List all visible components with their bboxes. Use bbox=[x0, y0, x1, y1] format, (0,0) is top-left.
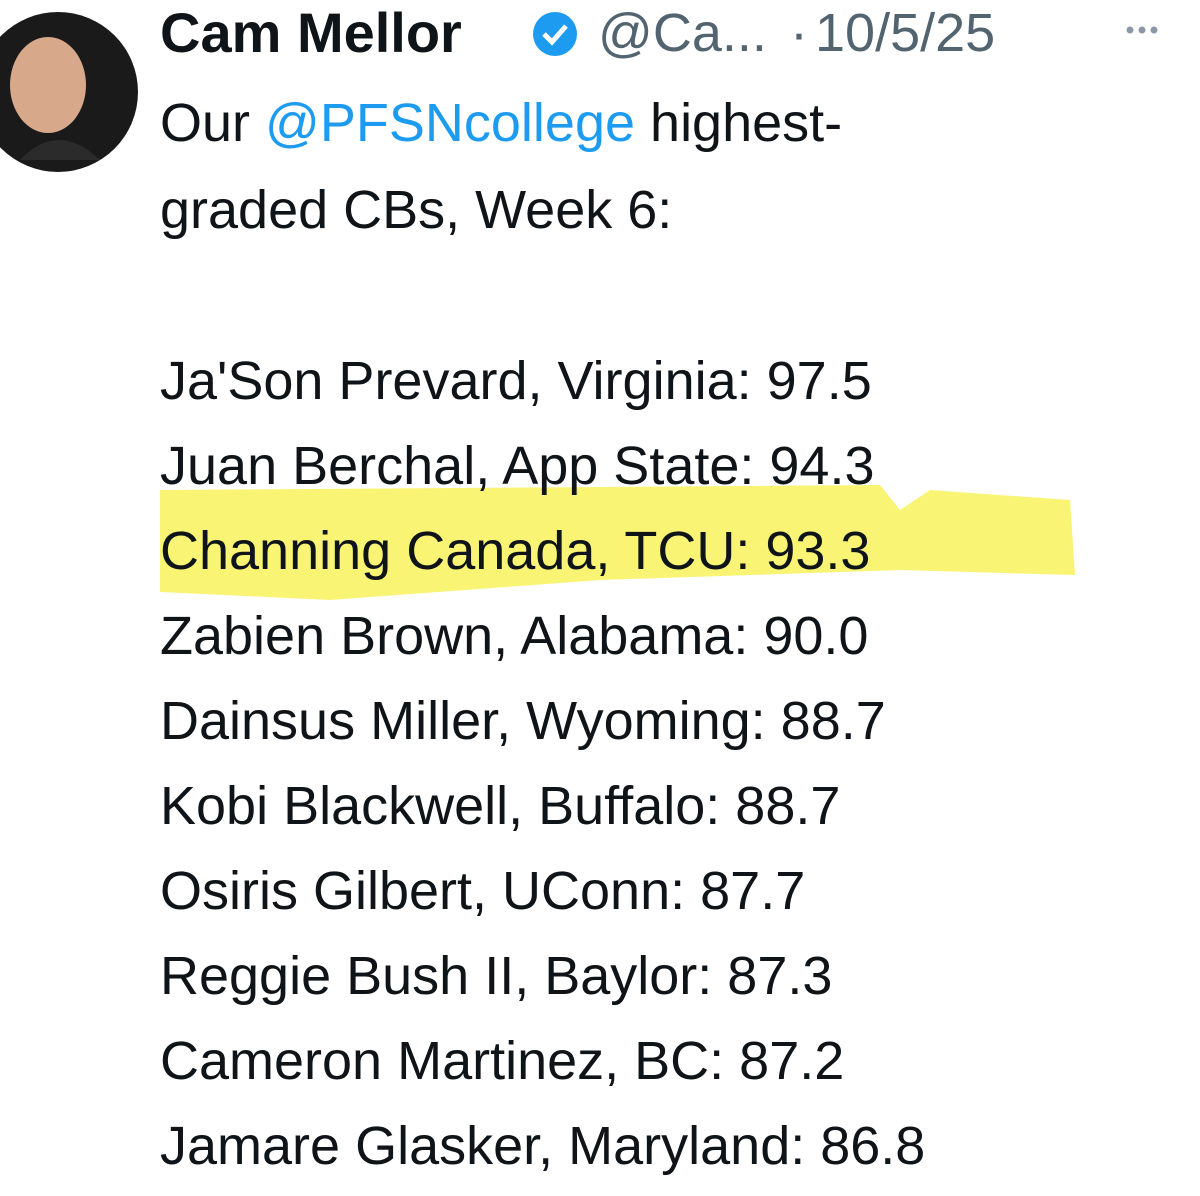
list-row: Osiris Gilbert, UConn: 87.7 bbox=[160, 861, 806, 921]
list-row: Jamare Glasker, Maryland: 86.8 bbox=[160, 1116, 926, 1176]
more-menu[interactable] bbox=[1126, 26, 1158, 34]
list-row: Reggie Bush II, Baylor: 87.3 bbox=[160, 946, 833, 1006]
verified-badge bbox=[533, 12, 577, 56]
highlight bbox=[160, 485, 1075, 600]
list-row: Juan Berchal, App State: 94.3 bbox=[160, 436, 875, 496]
date: 10/5/25 bbox=[815, 3, 996, 63]
author-handle: @Ca... bbox=[598, 3, 767, 63]
list-row: Dainsus Miller, Wyoming: 88.7 bbox=[160, 691, 886, 751]
list-row: Cameron Martinez, BC: 87.2 bbox=[160, 1031, 845, 1091]
text: Our bbox=[160, 93, 251, 153]
verified-check bbox=[542, 24, 568, 46]
intro-line: graded CBs, Week 6: bbox=[160, 180, 673, 240]
list-row: Zabien Brown, Alabama: 90.0 bbox=[160, 606, 869, 666]
text: highest- bbox=[650, 93, 843, 153]
mention[interactable]: @PFSNcollege bbox=[265, 93, 636, 153]
avatar-face bbox=[10, 37, 86, 133]
list-row: Channing Canada, TCU: 93.3 bbox=[160, 521, 871, 581]
avatar-shirt bbox=[20, 140, 100, 160]
separator: · bbox=[790, 3, 808, 63]
list-row: Kobi Blackwell, Buffalo: 88.7 bbox=[160, 776, 841, 836]
list-row: Ja'Son Prevard, Virginia: 97.5 bbox=[160, 351, 872, 411]
intro-line: Our @PFSNcollege highest- bbox=[160, 81, 842, 166]
author-name: Cam Mellor bbox=[160, 1, 462, 64]
